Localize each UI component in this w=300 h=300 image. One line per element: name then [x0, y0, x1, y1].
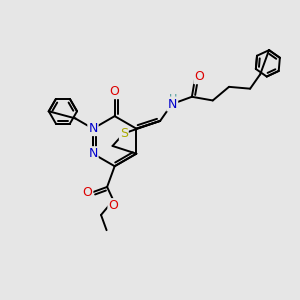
Text: S: S — [120, 127, 128, 140]
Text: O: O — [194, 70, 204, 83]
Text: O: O — [82, 186, 92, 199]
Text: N: N — [167, 98, 177, 110]
Text: H: H — [169, 94, 177, 104]
Text: O: O — [110, 85, 120, 98]
Text: N: N — [88, 122, 98, 135]
Text: N: N — [88, 147, 98, 160]
Text: O: O — [108, 199, 118, 212]
